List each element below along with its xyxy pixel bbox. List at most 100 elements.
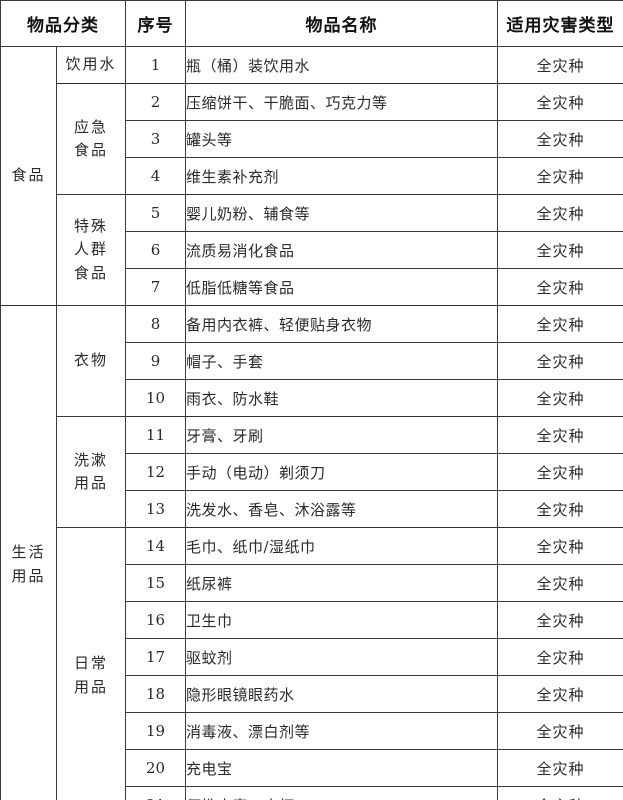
header-name: 物品名称	[185, 0, 498, 47]
item-name-cell: 雨衣、防水鞋	[185, 379, 498, 417]
row-index-cell: 6	[125, 231, 186, 269]
table-row: 6 流质易消化食品 全灾种	[1, 231, 623, 269]
disaster-type-cell: 全灾种	[497, 83, 623, 121]
disaster-type-cell: 全灾种	[497, 749, 623, 787]
table-row: 4 维生素补充剂 全灾种	[1, 157, 623, 195]
disaster-type-cell: 全灾种	[497, 416, 623, 454]
row-index-cell: 1	[125, 46, 186, 84]
table-row: 日常 用品 14 毛巾、纸巾/湿纸巾 全灾种	[1, 527, 623, 800]
table-row: 7 低脂低糖等食品 全灾种	[1, 268, 623, 306]
row-index-cell: 18	[125, 675, 186, 713]
category-label-line: 食品	[11, 166, 46, 185]
disaster-type-cell: 全灾种	[497, 120, 623, 158]
category-label-line: 用品	[11, 566, 46, 585]
row-index-cell: 15	[125, 564, 186, 602]
row-index-cell: 14	[125, 527, 186, 565]
row-index-cell: 12	[125, 453, 186, 491]
disaster-type-cell: 全灾种	[497, 786, 623, 800]
item-name-cell: 手动（电动）剃须刀	[185, 453, 498, 491]
subcategory-label-line: 食品	[73, 263, 108, 282]
item-name-cell: 备用内衣裤、轻便贴身衣物	[185, 305, 498, 343]
subcategory-cell: 衣物	[56, 305, 126, 417]
row-index-cell: 8	[125, 305, 186, 343]
disaster-type-cell: 全灾种	[497, 675, 623, 713]
table-row: 12 手动（电动）剃须刀 全灾种	[1, 453, 623, 491]
table-row: 应急 食品 2 压缩饼干、干脆面、巧克力等 全灾种	[1, 83, 623, 195]
row-index-cell: 20	[125, 749, 186, 787]
subcategory-label-line: 人群	[73, 240, 108, 259]
item-name-cell: 婴儿奶粉、辅食等	[185, 194, 498, 232]
header-disaster-type: 适用灾害类型	[497, 0, 623, 47]
subcategory-cell: 应急 食品	[56, 83, 126, 195]
subcategory-label-line: 洗漱	[73, 450, 108, 469]
row-index-cell: 21	[125, 786, 186, 800]
disaster-type-cell: 全灾种	[497, 527, 623, 565]
subcategory-label-line: 饮用水	[65, 55, 117, 74]
disaster-type-cell: 全灾种	[497, 157, 623, 195]
item-name-cell: 帽子、手套	[185, 342, 498, 380]
header-row: 物品分类 序号 物品名称 适用灾害类型	[0, 0, 623, 47]
subcategory-cell: 饮用水	[56, 46, 126, 84]
disaster-type-cell: 全灾种	[497, 712, 623, 750]
table-row: 生活 用品 衣物 8 备用内衣裤、轻便贴身衣物 全灾种	[0, 305, 623, 800]
item-name-cell: 洗发水、香皂、沐浴露等	[185, 490, 498, 528]
table-row: 10 雨衣、防水鞋 全灾种	[1, 379, 623, 417]
table-row: 19 消毒液、漂白剂等 全灾种	[1, 712, 623, 750]
item-name-cell: 流质易消化食品	[185, 231, 498, 269]
item-name-cell: 驱蚊剂	[185, 638, 498, 676]
disaster-type-cell: 全灾种	[497, 638, 623, 676]
subcategory-label-line: 用品	[73, 677, 108, 696]
table-body: 食品 饮用水 1 瓶（桶）装饮用水 全灾种 应急 食品 2 压缩饼干、干脆面、巧克力等 全灾种 3 罐…	[0, 46, 623, 800]
table-row: 13 洗发水、香皂、沐浴露等 全灾种	[1, 490, 623, 528]
item-name-cell: 便携水壶、水杯	[185, 786, 498, 800]
item-name-cell: 瓶（桶）装饮用水	[185, 46, 498, 84]
subcategory-label-line: 用品	[73, 474, 108, 492]
header-category: 物品分类	[0, 0, 126, 47]
row-index-cell: 4	[125, 157, 186, 195]
item-name-cell: 压缩饼干、干脆面、巧克力等	[185, 83, 498, 121]
item-name-cell: 牙膏、牙刷	[185, 416, 498, 454]
row-index-cell: 9	[125, 342, 186, 380]
row-index-cell: 16	[125, 601, 186, 639]
table-header: 物品分类 序号 物品名称 适用灾害类型	[0, 0, 623, 47]
table-row: 3 罐头等 全灾种	[1, 120, 623, 158]
subcategory-label-line: 应急	[73, 117, 108, 136]
item-name-cell: 消毒液、漂白剂等	[185, 712, 498, 750]
subcategory-cell: 日常 用品	[56, 527, 126, 800]
table-row: 食品 饮用水 1 瓶（桶）装饮用水 全灾种	[0, 46, 623, 306]
item-name-cell: 充电宝	[185, 749, 498, 787]
disaster-type-cell: 全灾种	[497, 564, 623, 602]
disaster-type-cell: 全灾种	[497, 46, 623, 84]
category-label-line: 生活	[11, 543, 46, 562]
table-row: 21便携水壶、水杯全灾种	[1, 786, 623, 800]
table-row: 18 隐形眼镜眼药水 全灾种	[1, 675, 623, 713]
item-name-cell: 毛巾、纸巾/湿纸巾	[185, 527, 498, 565]
disaster-type-cell: 全灾种	[497, 305, 623, 343]
table-row: 17 驱蚊剂 全灾种	[1, 638, 623, 676]
item-name-cell: 低脂低糖等食品	[185, 268, 498, 306]
row-index-cell: 11	[125, 416, 186, 454]
row-index-cell: 3	[125, 120, 186, 158]
row-index-cell: 2	[125, 83, 186, 121]
item-name-cell: 卫生巾	[185, 601, 498, 639]
disaster-type-cell: 全灾种	[497, 268, 623, 306]
row-index-cell: 7	[125, 268, 186, 306]
category-cell: 食品	[0, 46, 57, 306]
disaster-type-cell: 全灾种	[497, 342, 623, 380]
item-name-cell: 罐头等	[185, 120, 498, 158]
subcategory-cell: 特殊 人群 食品	[56, 194, 126, 306]
subcategory-label-line: 日常	[73, 654, 108, 673]
table-row: 15 纸尿裤 全灾种	[1, 564, 623, 602]
item-name-cell: 隐形眼镜眼药水	[185, 675, 498, 713]
subcategory-cell: 洗漱 用品	[56, 416, 126, 528]
category-cell: 生活 用品	[0, 305, 57, 800]
row-index-cell: 10	[125, 379, 186, 417]
subcategory-label-line: 食品	[73, 141, 108, 159]
disaster-type-cell: 全灾种	[497, 379, 623, 417]
table-row: 洗漱 用品 11 牙膏、牙刷 全灾种	[1, 416, 623, 528]
disaster-type-cell: 全灾种	[497, 194, 623, 232]
row-index-cell: 13	[125, 490, 186, 528]
item-name-cell: 纸尿裤	[185, 564, 498, 602]
